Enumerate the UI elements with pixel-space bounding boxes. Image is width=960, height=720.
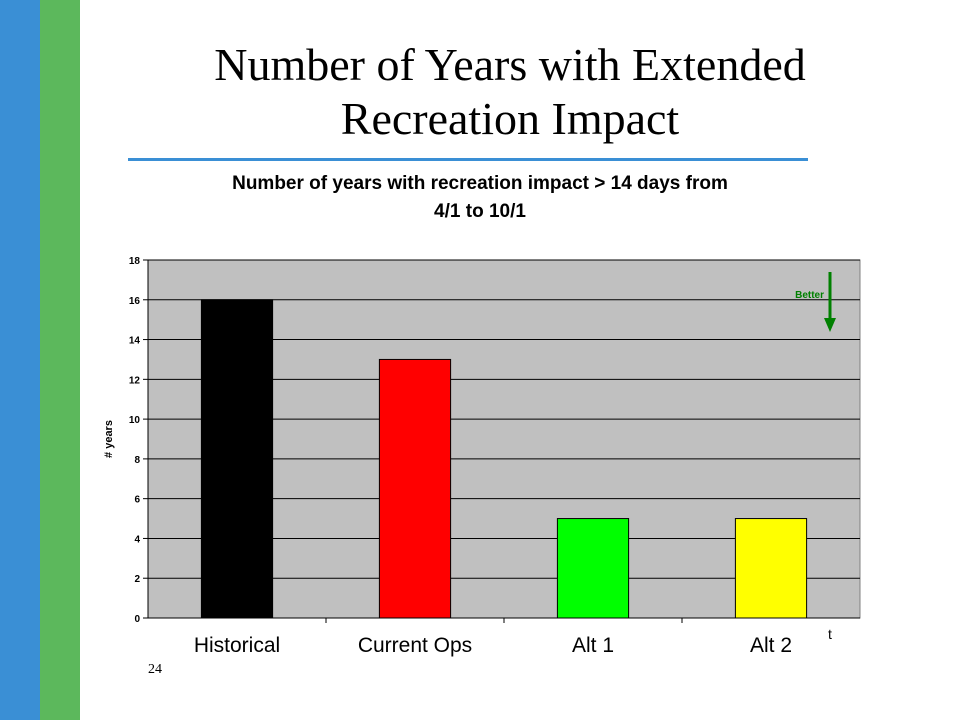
chart-title-line1: Number of years with recreation impact >… bbox=[232, 173, 728, 194]
x-category-label: Current Ops bbox=[358, 634, 472, 657]
chart-title-line2: 4/1 to 10/1 bbox=[434, 201, 526, 222]
bar-chart: 0 2 4 6 8 10 12 14 16 18 # years Historical Current … bbox=[103, 256, 861, 657]
slide-title-line1: Number of Years with Extended bbox=[214, 39, 806, 90]
bar-current-ops bbox=[378, 358, 452, 619]
better-arrow-head bbox=[824, 318, 836, 332]
slide-number: 24 bbox=[148, 662, 162, 677]
left-green-stripe bbox=[40, 0, 80, 720]
y-tick-label: 2 bbox=[134, 574, 140, 585]
left-blue-stripe bbox=[0, 0, 40, 720]
x-category-label: Alt 2 bbox=[750, 634, 792, 657]
title-underline bbox=[128, 158, 808, 161]
y-tick-label: 14 bbox=[129, 336, 141, 347]
slide-title-line2: Recreation Impact bbox=[340, 93, 680, 144]
y-tick-label: 4 bbox=[134, 534, 140, 545]
better-annotation: Better bbox=[795, 290, 824, 301]
y-tick-label: 0 bbox=[134, 614, 140, 625]
bar-alt-1 bbox=[556, 518, 630, 619]
x-category-label: Historical bbox=[194, 634, 280, 657]
y-tick-label: 16 bbox=[129, 296, 141, 307]
stray-mark: t bbox=[828, 626, 832, 642]
chart-title: Number of years with recreation impact >… bbox=[140, 170, 820, 226]
slide-title: Number of Years with Extended Recreation… bbox=[120, 38, 900, 146]
y-tick-label: 8 bbox=[134, 455, 140, 466]
y-tick-label: 12 bbox=[129, 375, 141, 386]
y-tick-label: 6 bbox=[134, 495, 140, 506]
x-category-label: Alt 1 bbox=[572, 634, 614, 657]
bar-alt-2 bbox=[734, 518, 808, 619]
y-axis-label: # years bbox=[103, 420, 115, 458]
bar-historical bbox=[200, 299, 274, 619]
y-tick-label: 18 bbox=[129, 256, 141, 267]
y-tick-label: 10 bbox=[129, 415, 141, 426]
